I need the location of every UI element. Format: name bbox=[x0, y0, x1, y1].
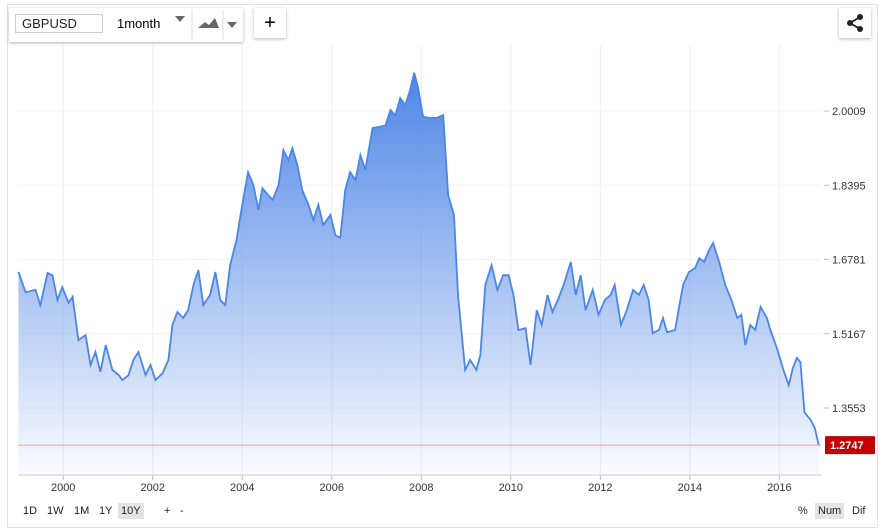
zoom-button[interactable]: - bbox=[180, 505, 184, 517]
add-button[interactable]: + bbox=[254, 8, 286, 38]
toolbar: GBPUSD 1month bbox=[9, 8, 243, 42]
range-button[interactable]: 1W bbox=[47, 505, 64, 517]
range-button[interactable]: 1D bbox=[23, 505, 38, 517]
range-button[interactable]: 10Y bbox=[118, 503, 144, 519]
mode-button[interactable]: Dif bbox=[852, 505, 866, 517]
symbol-input[interactable]: GBPUSD bbox=[15, 14, 103, 33]
range-button[interactable]: 1Y bbox=[99, 505, 113, 517]
mode-button[interactable]: Num bbox=[815, 503, 845, 519]
range-button[interactable]: 1M bbox=[74, 505, 90, 517]
share-button[interactable] bbox=[839, 8, 871, 38]
interval-select[interactable]: 1month bbox=[117, 16, 161, 31]
mode-button[interactable]: % bbox=[798, 505, 808, 517]
share-icon bbox=[847, 14, 863, 32]
zoom-button[interactable]: + bbox=[164, 505, 171, 517]
frame bbox=[7, 4, 878, 528]
